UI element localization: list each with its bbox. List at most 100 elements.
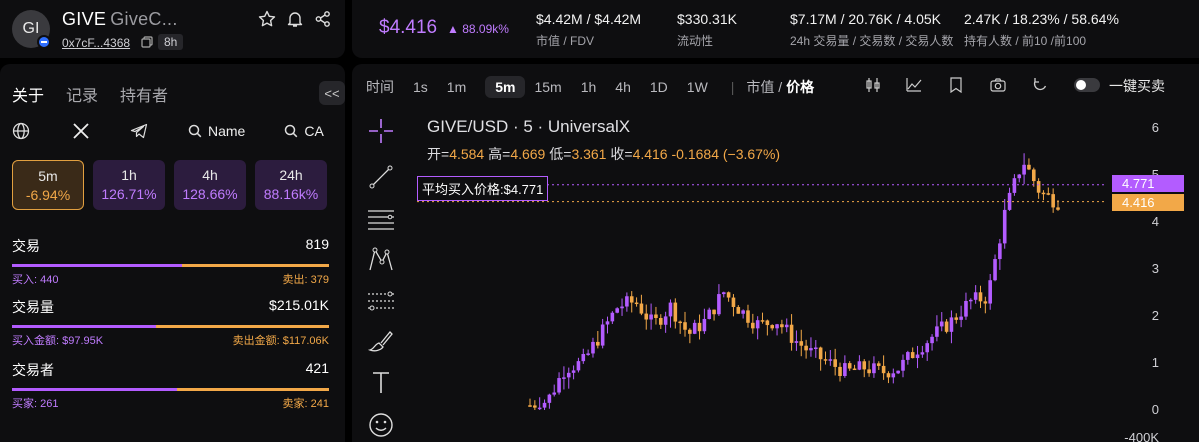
candle-body [1056, 207, 1060, 210]
interval-1w[interactable]: 1W [686, 79, 708, 95]
trendline-icon[interactable] [366, 162, 396, 192]
timeframe-5m[interactable]: 5m -6.94% [12, 160, 84, 210]
star-icon[interactable] [258, 10, 276, 28]
camera-icon[interactable] [990, 77, 1006, 93]
candle-body [852, 368, 857, 371]
search-ca-label: CA [304, 123, 324, 139]
ohlc-readout: 开=4.584 高=4.669 低=3.361 收=4.416 -0.1684 … [427, 144, 780, 164]
interval-1d[interactable]: 1D [649, 79, 668, 95]
timeframe-24h[interactable]: 24h 88.16k% [255, 160, 327, 210]
candle-body [765, 320, 770, 326]
token-address-link[interactable]: 0x7cF...4368 [62, 36, 131, 50]
telegram-icon[interactable] [130, 122, 148, 140]
candle-body [969, 299, 973, 302]
tab-about[interactable]: 关于 [12, 88, 45, 105]
crosshair-icon[interactable] [366, 116, 396, 146]
info-panel: 关于 记录 持有者 << Name CA 5m -6.94% 1h 126.71% … [0, 64, 345, 442]
candle-body [620, 306, 624, 309]
interval-1m[interactable]: 1m [446, 79, 467, 95]
oneclick-toggle[interactable] [1074, 78, 1100, 92]
candle-body [770, 325, 775, 329]
emoji-icon[interactable] [366, 410, 396, 440]
candle-body [847, 363, 852, 369]
candle-body [1012, 178, 1017, 193]
token-name: GIVE GiveC... [62, 9, 178, 30]
avg-price-tag: 4.771 [1112, 175, 1184, 192]
x-twitter-icon[interactable] [72, 122, 90, 140]
candle-body [1027, 164, 1031, 170]
buy-amount: 买入金额: $97.95K [12, 335, 104, 347]
fib-levels-icon[interactable] [366, 286, 396, 316]
candle-body [983, 301, 988, 304]
candle-body [751, 322, 755, 329]
high-value: 4.669 [510, 146, 546, 162]
candle-body [571, 370, 576, 373]
tab-holders[interactable]: 持有者 [120, 88, 169, 105]
interval-1h[interactable]: 1h [580, 79, 597, 95]
candle-body [600, 324, 605, 346]
candle-type-icon[interactable] [865, 77, 881, 93]
candle-body [925, 343, 930, 353]
timeframe-change: 126.71% [101, 186, 157, 202]
pattern-icon[interactable] [366, 244, 396, 274]
candle-body [634, 302, 639, 305]
candle-body [692, 322, 697, 334]
timeframe-1h[interactable]: 1h 126.71% [93, 160, 165, 210]
candlestick-chart[interactable] [352, 64, 1199, 442]
y-tick: 4 [1151, 214, 1159, 229]
candle-body [542, 402, 547, 408]
seller-count: 卖家: 241 [282, 398, 329, 410]
share-icon[interactable] [314, 10, 332, 28]
horizontal-lines-icon[interactable] [366, 204, 396, 234]
chain-badge-icon [37, 35, 51, 49]
candle-body [576, 361, 581, 371]
candle-body [964, 300, 968, 317]
last-price-tag: 4.416 [1112, 194, 1184, 211]
candle-body [562, 377, 566, 379]
candle-body [881, 365, 886, 374]
candle-body [746, 310, 750, 323]
tab-records[interactable]: 记录 [66, 88, 99, 105]
stat-liquidity: $330.31K 流动性 [677, 11, 737, 49]
stat-label: 流动性 [677, 34, 714, 48]
candle-body [537, 407, 542, 410]
brush-icon[interactable] [366, 326, 396, 356]
token-age-badge: 8h [158, 34, 184, 50]
metric-title: 交易 [12, 238, 40, 254]
mode-mcap[interactable]: 市值 [746, 79, 775, 95]
collapse-button[interactable]: << [319, 81, 345, 105]
search-name-button[interactable]: Name [188, 123, 245, 139]
oneclick-label: 一键买卖 [1109, 78, 1165, 94]
text-tool-icon[interactable] [366, 368, 396, 398]
interval-5m[interactable]: 5m [485, 76, 526, 98]
refresh-icon[interactable] [1032, 77, 1048, 93]
candle-body [954, 317, 959, 320]
bookmark-icon[interactable] [948, 77, 964, 93]
candle-body [760, 320, 765, 322]
timeframe-cards: 5m -6.94% 1h 126.71% 4h 128.66% 24h 88.16k% [12, 160, 327, 210]
mode-price[interactable]: 价格 [786, 79, 815, 95]
interval-15m[interactable]: 15m [534, 79, 562, 95]
candle-body [789, 324, 794, 343]
time-label: 时间 [366, 79, 394, 95]
candle-body [862, 361, 867, 370]
candle-body [552, 392, 557, 395]
mode-switch[interactable]: 市值 / 价格 [746, 79, 815, 95]
timeframe-4h[interactable]: 4h 128.66% [174, 160, 246, 210]
candle-body [712, 309, 716, 315]
candle-body [591, 341, 595, 354]
interval-1s[interactable]: 1s [413, 79, 428, 95]
metric-title: 交易量 [12, 299, 54, 315]
candle-body [654, 314, 658, 319]
bell-icon[interactable] [286, 10, 304, 28]
globe-icon[interactable] [12, 122, 30, 140]
candle-body [755, 320, 760, 329]
indicators-icon[interactable] [906, 77, 922, 93]
search-ca-button[interactable]: CA [284, 123, 324, 139]
copy-icon[interactable] [141, 36, 153, 48]
current-price: $4.416 [379, 17, 438, 38]
candle-body [1017, 174, 1022, 179]
candle-body [843, 363, 847, 377]
stat-value: $7.17M / 20.76K / 4.05K [790, 11, 941, 27]
interval-4h[interactable]: 4h [615, 79, 631, 95]
